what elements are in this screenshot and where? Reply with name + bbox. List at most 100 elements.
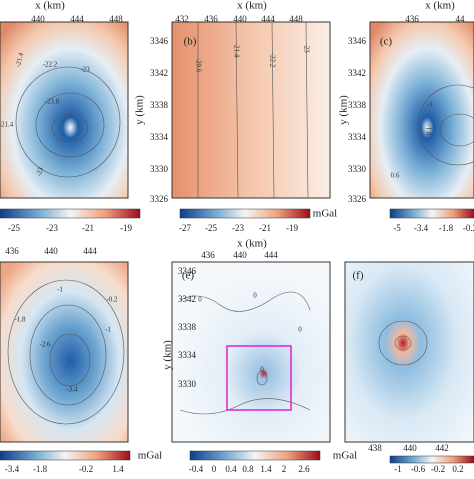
y-axis-label: y (km) (338, 95, 350, 125)
highlight-box (226, 345, 292, 411)
colorbar-label: -3.4 (5, 464, 20, 474)
colorbar-label: -21 (259, 223, 271, 233)
x-tick-label: 440 (31, 14, 45, 24)
x-tick-label: 448 (109, 14, 123, 24)
x-tick-label: 438 (368, 443, 382, 453)
colorbar (179, 208, 311, 219)
contour-label: 0 (198, 296, 202, 304)
colorbar-label: 2.6 (298, 464, 310, 474)
map-a (0, 21, 129, 199)
panel-tag: (f) (353, 270, 364, 282)
colorbar-label: -21 (82, 223, 94, 233)
colorbar-label: -0.6 (411, 464, 426, 474)
x-tick-label: 448 (289, 14, 303, 24)
x-tick-label: 444 (264, 250, 278, 260)
y-axis-label: y (km) (162, 340, 174, 370)
map-f (344, 261, 474, 443)
panel-tag: (c) (380, 36, 393, 48)
contour-label: 0 (298, 326, 302, 334)
panel-tag: (b) (184, 36, 197, 48)
y-tick-label: 3346 (150, 36, 169, 46)
colorbar (0, 208, 141, 219)
colorbar (389, 455, 474, 464)
contour-label: -23 (302, 43, 310, 53)
x-tick-label: 432 (175, 14, 189, 24)
colorbar-unit: mGal (333, 450, 357, 462)
x-tick-label: 436 (5, 246, 19, 256)
contour-label: -1.8 (424, 124, 432, 136)
contour-label: -1.8 (14, 316, 26, 324)
y-tick-label: 3334 (178, 350, 197, 360)
y-tick-label: 3330 (178, 379, 197, 389)
panel-tag: (e) (182, 270, 195, 282)
y-tick-label: 3338 (348, 100, 367, 110)
colorbar-label: -19 (120, 223, 132, 233)
colorbar (389, 208, 474, 219)
x-tick-label: 442 (435, 443, 449, 453)
colorbar-label: 0.4 (225, 464, 237, 474)
colorbar-label: -1 (394, 464, 402, 474)
colorbar-label: -25 (8, 223, 20, 233)
map-c (369, 21, 474, 199)
x-tick-label: 440 (403, 443, 417, 453)
x-axis-label: x (km) (237, 0, 267, 12)
map-e (171, 261, 331, 443)
colorbar-label: -1.8 (439, 223, 454, 233)
colorbar-label: -0.2 (431, 464, 445, 474)
y-tick-label: 3326 (150, 194, 169, 204)
map-d (0, 261, 129, 443)
contour-label: 0 (253, 292, 257, 300)
x-tick-label: 436 (405, 14, 419, 24)
x-tick-label: 440 (44, 246, 58, 256)
contour-label: -2.6 (39, 341, 51, 349)
colorbar-label: -1.8 (33, 464, 48, 474)
colorbar-label: -19 (286, 223, 298, 233)
x-tick-label: 444 (261, 14, 275, 24)
colorbar-label: -23 (232, 223, 244, 233)
contour-label: -23.8 (45, 98, 60, 106)
contour-label: -3.4 (66, 386, 78, 394)
contour-label: -22.2 (268, 53, 276, 68)
colorbar-label: -3.4 (414, 223, 429, 233)
contour-label: -23 (35, 166, 45, 178)
x-axis-label: x (km) (237, 238, 267, 250)
x-tick-label: 436 (201, 250, 215, 260)
colorbar (0, 450, 131, 461)
x-axis-label: x (km) (35, 0, 65, 12)
contour-label: 0 (260, 366, 264, 374)
contour-label: -1 (105, 326, 111, 334)
y-axis-label: y (km) (134, 95, 146, 125)
y-tick-label: 3338 (150, 100, 169, 110)
colorbar-unit: mGal (138, 450, 162, 462)
contours (7, 21, 474, 425)
x-tick-label: 436 (204, 14, 218, 24)
y-tick-label: 3342 (348, 68, 366, 78)
colorbar-label: 0.2 (452, 464, 463, 474)
y-tick-label: 3346 (348, 36, 367, 46)
contour-label: -0.2 (106, 296, 118, 304)
contour-label: -21.4 (232, 43, 240, 58)
colorbar-label: 0 (212, 464, 217, 474)
contour-label: -22.2 (43, 61, 58, 69)
colorbar-label: -27 (179, 223, 191, 233)
colorbar-unit: mGal (313, 208, 337, 220)
contour-label: -1 (427, 101, 433, 109)
colorbar-label: -5 (393, 223, 401, 233)
colorbar (189, 450, 321, 461)
contour-label: -23 (80, 66, 90, 74)
x-tick-label: 444 (83, 246, 97, 256)
colorbar-label: 1.4 (112, 464, 124, 474)
contour-label: -1 (57, 286, 63, 294)
colorbar-label: -23 (46, 223, 58, 233)
colorbar-label: -0.2 (463, 223, 474, 233)
contour-label: 0.6 (391, 172, 400, 180)
y-tick-label: 3326 (348, 194, 367, 204)
contour-label: -21.4 (14, 51, 26, 68)
y-tick-label: 3342 (150, 68, 168, 78)
y-tick-label: 3334 (150, 132, 169, 142)
y-tick-label: 3330 (150, 164, 169, 174)
contour-label: -21.4 (0, 121, 14, 129)
contour-label: -20.6 (194, 58, 202, 73)
y-tick-label: 3346 (178, 266, 197, 276)
